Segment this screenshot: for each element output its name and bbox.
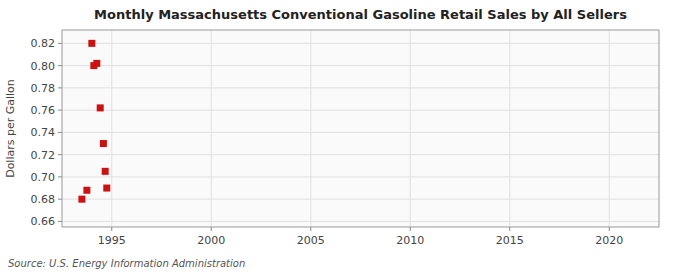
grid-line (310, 30, 311, 227)
tick-mark (58, 199, 62, 200)
tick-label: 0.70 (31, 171, 56, 184)
tick-label: 0.74 (31, 126, 56, 139)
tick-mark (310, 227, 311, 231)
tick-mark (58, 221, 62, 222)
tick-label: 2020 (595, 234, 623, 247)
point (88, 40, 95, 47)
grid (62, 30, 659, 227)
tick-label: 0.80 (31, 60, 56, 73)
points (78, 40, 110, 203)
tick-label: 0.76 (31, 104, 56, 117)
grid-line (62, 110, 659, 111)
grid-line (62, 87, 659, 88)
grid-line (609, 30, 610, 227)
tick-mark (410, 227, 411, 231)
grid-line (62, 43, 659, 44)
grid-line (211, 30, 212, 227)
chart: 0.66 0.68 0.70 0.72 0.74 0.76 0.78 0.80 0.82 1995… (0, 0, 675, 275)
grid-line (111, 30, 112, 227)
tick-label: 0.82 (31, 37, 56, 50)
grid-line (62, 65, 659, 66)
axes: 0.66 0.68 0.70 0.72 0.74 0.76 0.78 0.80 0.82 1995… (31, 30, 660, 247)
tick-mark (509, 227, 510, 231)
tick-mark (58, 43, 62, 44)
plot-frame (62, 30, 659, 227)
tick-label: 2005 (297, 234, 325, 247)
tick-mark (111, 227, 112, 231)
tick-label: 0.78 (31, 82, 56, 95)
plot-area (62, 30, 659, 227)
tick-mark (211, 227, 212, 231)
grid-line (410, 30, 411, 227)
point (78, 196, 85, 203)
point (83, 187, 90, 194)
tick-label: 1995 (98, 234, 126, 247)
grid-line (62, 132, 659, 133)
point (97, 104, 104, 111)
tick-mark (58, 87, 62, 88)
tick-label: 2000 (197, 234, 225, 247)
tick-mark (58, 132, 62, 133)
grid-line (62, 176, 659, 177)
point (100, 140, 107, 147)
tick-mark (58, 154, 62, 155)
annotation: Source: U.S. Energy Information Administ… (8, 258, 245, 269)
point (93, 60, 100, 67)
tick-mark (58, 176, 62, 177)
point (102, 168, 109, 175)
tick-label: 0.72 (31, 149, 56, 162)
grid-line (62, 154, 659, 155)
tick-label: 2010 (396, 234, 424, 247)
tick-mark (58, 65, 62, 66)
tick-mark (58, 110, 62, 111)
tick-label: 2015 (496, 234, 524, 247)
grid-line (62, 221, 659, 222)
point (103, 185, 110, 192)
grid-line (509, 30, 510, 227)
axis-label: Dollars per Gallon (4, 79, 17, 178)
title: Monthly Massachusetts Conventional Gasol… (94, 7, 627, 22)
grid-line (62, 199, 659, 200)
tick-label: 0.68 (31, 193, 56, 206)
tick-label: 0.66 (31, 215, 56, 228)
tick-mark (609, 227, 610, 231)
